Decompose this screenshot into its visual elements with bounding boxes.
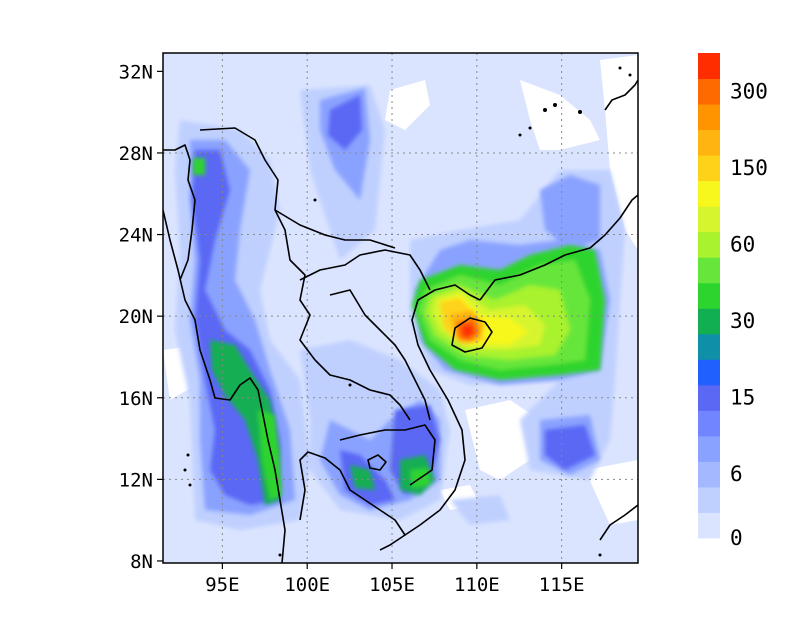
colorbar-swatch [698, 53, 720, 80]
lon-tick-label: 95E [205, 574, 239, 596]
colorbar-swatch [698, 206, 720, 233]
colorbar-label: 60 [730, 232, 755, 256]
colorbar-swatch [698, 333, 720, 360]
border-china-south [274, 209, 396, 249]
lon-tick-label: 105E [369, 574, 415, 596]
colorbar-swatch [698, 384, 720, 411]
colorbar-swatch [698, 435, 720, 462]
tonle-sap-lake [367, 454, 387, 471]
lat-tick-label: 32N [119, 61, 153, 83]
lon-tick-label: 110E [454, 574, 500, 596]
coastline-south-china [479, 194, 638, 301]
colorbar-label: 30 [730, 309, 755, 333]
rain-level-green [193, 158, 435, 505]
colorbar-label: 6 [730, 462, 743, 486]
lat-tick-label: 16N [119, 388, 153, 410]
islands [183, 66, 632, 557]
colorbar-swatch [698, 180, 720, 207]
colorbar-swatch [698, 282, 720, 309]
colorbar-swatch [698, 155, 720, 182]
lat-tick-label: 28N [119, 143, 153, 165]
map-frame [162, 52, 639, 564]
border-laos [299, 249, 431, 291]
colorbar-swatch [698, 129, 720, 156]
lat-tick-label: 12N [119, 469, 153, 491]
colorbar-swatch [698, 512, 720, 539]
colorbar: 0 6 15 30 60 150 300 [698, 53, 768, 550]
map-panel [162, 52, 639, 564]
colorbar-label: 15 [730, 386, 755, 410]
lon-tick-label: 100E [284, 574, 330, 596]
border-thailand [314, 359, 411, 421]
coastline-myanmar [163, 209, 286, 563]
border-india [163, 144, 196, 281]
colorbar-swatch [698, 359, 720, 386]
colorbar-swatch [698, 308, 720, 335]
colorbar-swatch [698, 486, 720, 513]
lat-tick-label: 24N [119, 225, 153, 247]
border-laos-vietnam [329, 289, 431, 421]
colorbar-swatch [698, 104, 720, 131]
border-myanmar-east [199, 127, 316, 361]
lat-tick-label: 20N [119, 306, 153, 328]
colorbar-label: 300 [730, 79, 768, 103]
hainan-island [451, 317, 493, 353]
lat-lon-grid [163, 53, 638, 563]
colorbar-swatch [698, 231, 720, 258]
rain-level-high [412, 245, 605, 380]
coastlines-and-borders [163, 79, 638, 563]
coastline-vietnam [404, 284, 481, 536]
taiwan-coast [599, 504, 638, 541]
longitude-axis: 95E 100E 105E 110E 115E [205, 563, 585, 596]
colorbar-label: 0 [730, 526, 743, 550]
border-cambodia [339, 424, 436, 486]
lon-tick-label: 115E [539, 574, 585, 596]
colorbar-swatch [698, 78, 720, 105]
latitude-axis: 32N 28N 24N 20N 16N 12N 8N [119, 61, 163, 573]
colorbar-label: 150 [730, 156, 768, 180]
lat-tick-label: 8N [130, 551, 153, 573]
colorbar-swatch [698, 410, 720, 437]
coastline-china-east [604, 79, 638, 111]
colorbar-swatch [698, 257, 720, 284]
colorbar-swatch [698, 461, 720, 488]
